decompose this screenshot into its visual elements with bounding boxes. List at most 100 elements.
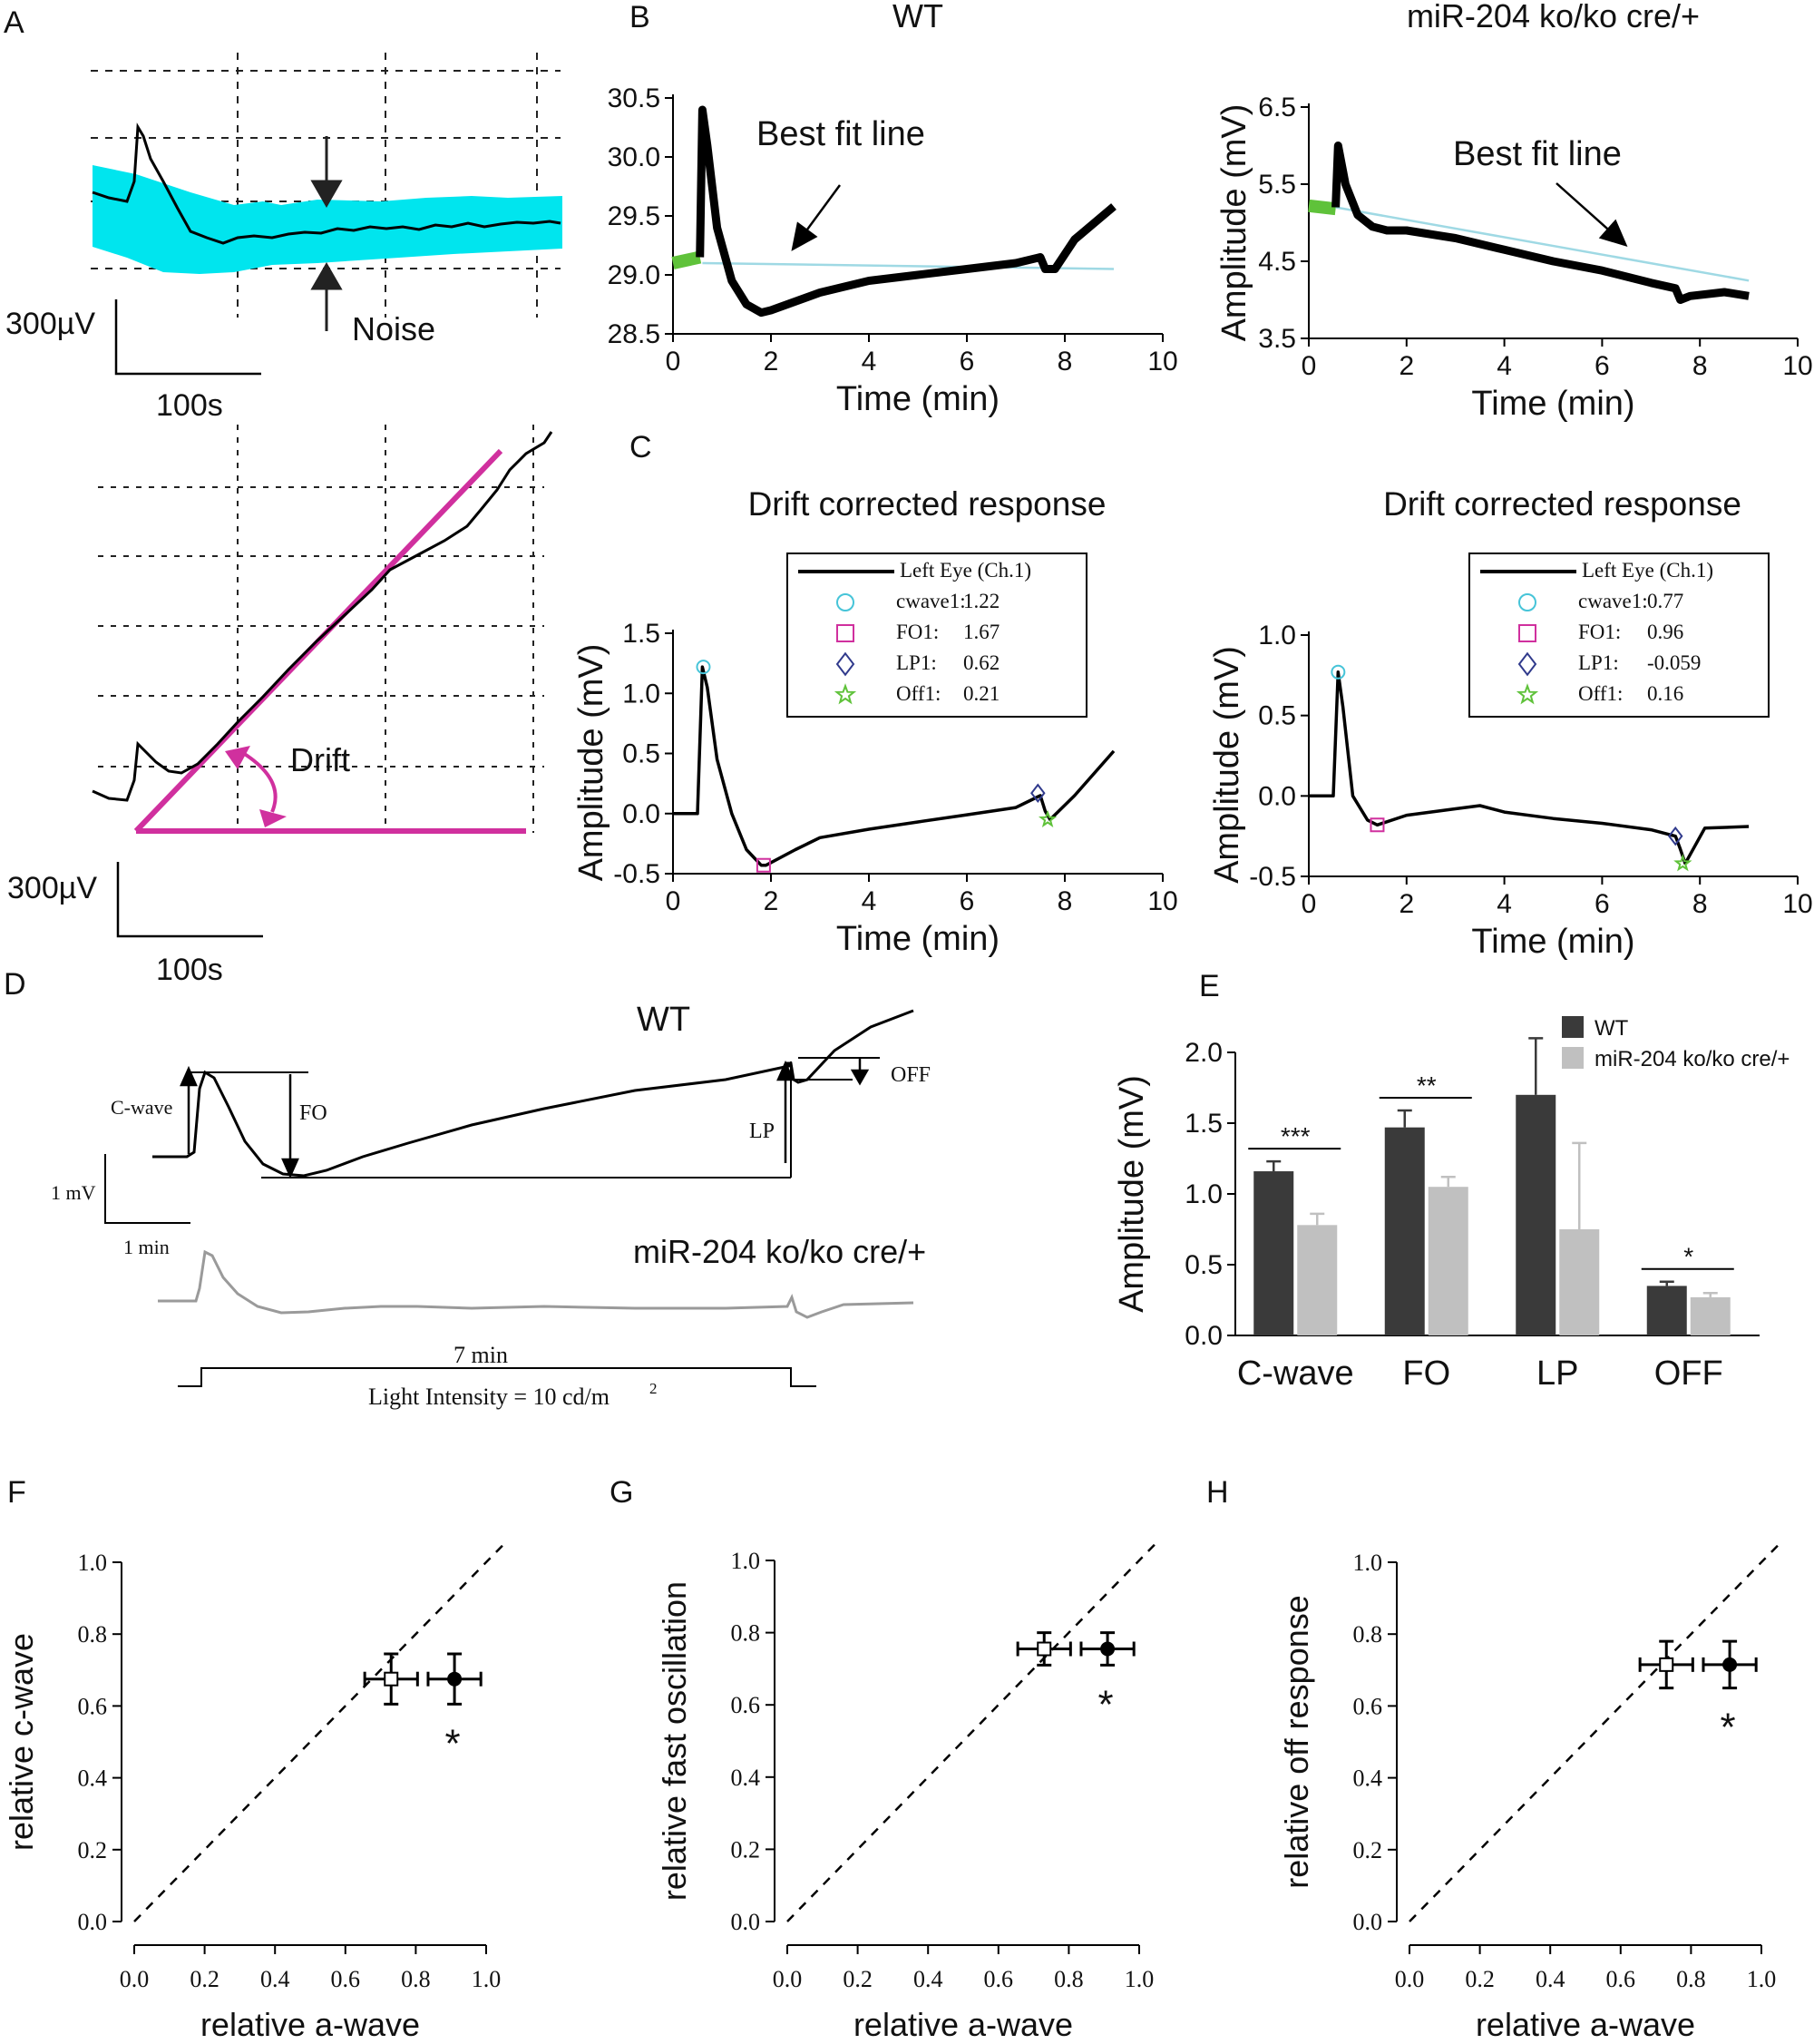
panel-e-y-tick-label: 1.5: [1185, 1109, 1223, 1139]
panel-c-1-legend-label: cwave1:: [1578, 590, 1648, 612]
panel-b-0-x-tick-label: 8: [1058, 347, 1073, 377]
drift-arrowhead-top: [225, 746, 250, 769]
panel-h-y-tick-label: 1.0: [1353, 1550, 1383, 1576]
panel-h-x-tick-label: 0.6: [1606, 1966, 1636, 1992]
panel-b-1-y-tick-label: 5.5: [1258, 170, 1296, 200]
panel-b-0-x-tick-label: 10: [1147, 347, 1177, 377]
panel-c-1-ylabel: Amplitude (mV): [1208, 646, 1246, 884]
panel-c-0-legend-value: 1.22: [963, 590, 1000, 612]
panel-d-ko-label: miR-204 ko/ko cre/+: [633, 1233, 926, 1270]
panel-f-point-filled: [447, 1671, 463, 1687]
panel-c-1-legend-marker: [1518, 624, 1536, 642]
panel-c-0-legend-label: FO1:: [896, 621, 939, 643]
panel-d-stim-intensity: Light Intensity = 10 cd/m: [368, 1384, 610, 1410]
panel-c-0-y-tick-label: -0.5: [613, 859, 660, 889]
panel-c-0-marker-Off1: [1038, 809, 1058, 827]
drift-trace: [92, 431, 553, 802]
panel-f-x-tick-label: 0.0: [120, 1966, 150, 1992]
panel-c-0-x-tick-label: 4: [862, 886, 877, 916]
panel-e-significance-label: *: [1683, 1243, 1693, 1271]
scale-bottom-y: 300µV: [7, 871, 97, 905]
panel-c-0-legend-marker: [836, 593, 854, 611]
panel-b-1-annotation-arrowhead: [1598, 219, 1628, 247]
panel-e-legend-label: WT: [1595, 1016, 1629, 1041]
panel-b-wt-chart: WT 0 2 4 6 8 10 28.5 29.0 29.5 30.0 30.5 Time (min) B…: [608, 0, 1178, 418]
panel-c-1-x-tick-label: 10: [1782, 889, 1812, 919]
panel-g-y-tick-label: 0.0: [731, 1909, 761, 1935]
panel-e-bar: [1428, 1187, 1468, 1335]
panel-g-scatter: G 0.0 0.0 0.2 0.2 0.4 0.4 0.6 0.6 0.8 0.8 1.0 1.0 rel…: [610, 1475, 1158, 2043]
panel-e-bar: [1297, 1225, 1338, 1335]
panel-e-legend-label: miR-204 ko/ko cre/+: [1595, 1047, 1790, 1071]
panel-c-0-legend-label: Off1:: [896, 682, 941, 705]
panel-c-0-x-tick-label: 6: [960, 886, 975, 916]
panel-c-1-marker-FO1: [1370, 817, 1385, 833]
panel-c-0-title: Drift corrected response: [748, 485, 1107, 523]
panel-d-scale-y: 1 mV: [51, 1181, 96, 1204]
panel-b-0-annotation: Best fit line: [756, 115, 925, 153]
panel-e-bar: [1516, 1094, 1556, 1335]
panel-b-1-y-tick-label: 4.5: [1258, 247, 1296, 277]
panel-c-1-x-tick-label: 0: [1302, 889, 1317, 919]
panel-e-bar: [1690, 1296, 1731, 1335]
panel-c-1-x-tick-label: 4: [1497, 889, 1512, 919]
panel-h-x-tick-label: 0.8: [1676, 1966, 1706, 1992]
panel-h-x-tick-label: 0.4: [1536, 1966, 1565, 1992]
panel-e-legend-swatch: [1562, 1016, 1584, 1038]
panel-h-point-filled: [1722, 1657, 1738, 1672]
panel-f-x-tick-label: 0.2: [190, 1966, 219, 1992]
panel-c-1-legend-value: 0.16: [1647, 682, 1683, 705]
panel-c-1-marker-Off1: [1673, 854, 1692, 872]
scale-top-y: 300µV: [5, 307, 95, 341]
panel-d-wt-label: WT: [637, 1001, 690, 1039]
panel-c-0-marker-FO1: [756, 857, 771, 873]
drift-arc: [241, 751, 278, 813]
panel-c-0-legend-value: 0.21: [963, 682, 1000, 705]
panel-c-0-marker-LP1: [1030, 783, 1046, 803]
panel-h-significance: *: [1721, 1706, 1736, 1750]
panel-f-significance: *: [445, 1721, 461, 1765]
panel-b-0-x-tick-label: 2: [764, 347, 779, 377]
panel-c-1-legend-label: Off1:: [1578, 682, 1623, 705]
panel-c-0-x-tick-label: 0: [666, 886, 681, 916]
panel-e-ylabel: Amplitude (mV): [1113, 1075, 1151, 1313]
panel-b-0-x-tick-label: 6: [960, 347, 975, 377]
panel-b-0-y-tick-label: 30.5: [608, 83, 660, 113]
panel-e-significance-label: **: [1417, 1071, 1437, 1100]
panel-h-y-tick-label: 0.2: [1353, 1837, 1383, 1863]
panel-c-1-legend-value: 0.77: [1647, 590, 1683, 612]
panel-d-stim-duration: 7 min: [454, 1342, 508, 1368]
panel-b-0-y-tick-label: 28.5: [608, 319, 660, 349]
panel-g-y-tick-label: 0.6: [731, 1692, 761, 1718]
panel-c-0-x-tick-label: 2: [764, 886, 779, 916]
panel-e-category-label: FO: [1402, 1355, 1450, 1393]
panel-e-y-tick-label: 1.0: [1185, 1179, 1223, 1209]
panel-b-1-ylabel: Amplitude (mV): [1215, 104, 1253, 342]
panel-e-bar: [1559, 1229, 1600, 1335]
panel-b-1-baseline: [1308, 199, 1337, 216]
panel-b-1-y-tick-label: 3.5: [1258, 324, 1296, 354]
panel-g-y-tick-label: 0.4: [731, 1765, 761, 1791]
panel-c-0-y-tick-label: 0.5: [622, 739, 660, 769]
panel-c-1-legend-value: -0.059: [1647, 651, 1701, 674]
panel-f-y-tick-label: 0.6: [78, 1693, 108, 1719]
panel-d-off-label: OFF: [891, 1063, 931, 1087]
noise-arrows: [310, 136, 343, 331]
panel-f-y-tick-label: 0.4: [78, 1765, 108, 1792]
panel-e-y-tick-label: 0.5: [1185, 1250, 1223, 1280]
panel-c-1-y-tick-label: 1.0: [1258, 621, 1296, 650]
panel-b-1-x-tick-label: 4: [1497, 351, 1512, 381]
panel-h-x-tick-label: 0.2: [1465, 1966, 1495, 1992]
panel-b-0-x-tick-label: 4: [862, 347, 877, 377]
panel-label-b: B: [629, 0, 650, 34]
panel-f-y-tick-label: 1.0: [78, 1550, 108, 1576]
panel-d-lp-label: LP: [749, 1120, 775, 1143]
panel-c-0-x-tick-label: 8: [1058, 886, 1073, 916]
panel-c-1-legend-marker: [1518, 593, 1536, 611]
panel-c-0-marker-cwave1: [696, 660, 711, 675]
panel-f-label: F: [7, 1475, 26, 1510]
panel-b-1-trace: [1331, 142, 1750, 304]
panel-b-1-x-tick-label: 6: [1595, 351, 1610, 381]
